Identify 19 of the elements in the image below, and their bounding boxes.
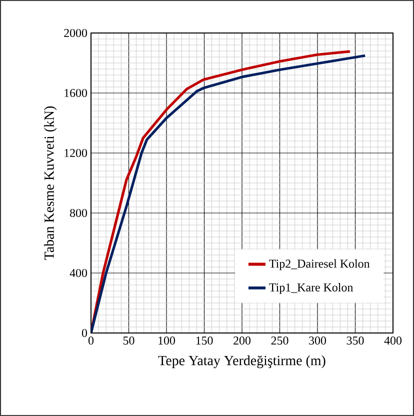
y-tick-label: 1200 [64,148,88,158]
y-tick-label: 0 [82,328,88,338]
x-tick-label: 250 [271,336,288,345]
x-tick-label: 50 [123,336,134,345]
x-tick-label: 350 [346,336,364,345]
legend-label: Tip2_Dairesel Kolon [269,259,370,270]
x-axis-title: Tepe Yatay Yerdeğiştirme (m) [158,355,326,368]
y-tick-label: 1600 [64,88,88,98]
y-tick-label: 800 [70,208,88,218]
x-tick-label: 400 [384,336,402,345]
y-tick-label: 400 [70,268,88,278]
y-tick-label: 2000 [64,28,88,38]
x-tick-label: 0 [88,336,94,345]
legend-label: Tip1_Kare Kolon [269,283,354,294]
x-tick-label: 200 [234,336,251,345]
x-tick-label: 300 [309,336,326,345]
x-tick-label: 150 [196,336,213,345]
x-tick-label: 100 [158,336,176,345]
y-axis-title: Taban Kesme Kuvveti (kN) [44,106,57,260]
